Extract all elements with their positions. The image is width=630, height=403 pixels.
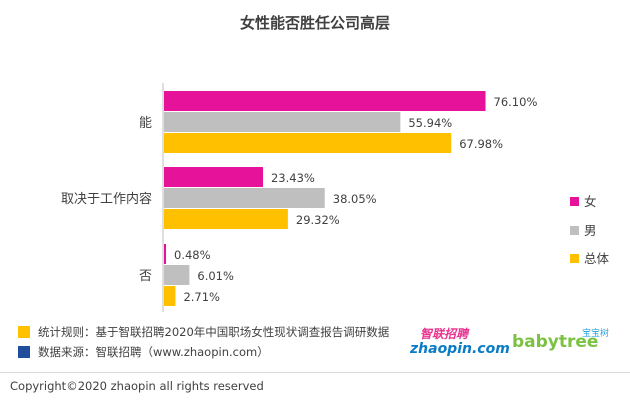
bar-1-2 [164,265,190,285]
legend-swatch [570,226,579,235]
bar-1-1 [164,188,325,208]
zhaopin-logo-en: zhaopin.com [410,341,510,357]
bar-2-2 [164,286,176,306]
data-label: 76.10% [494,95,538,109]
footer-rule-row: 统计规则：基于智联招聘2020年中国职场女性现状调查报告调研数据 [18,324,389,340]
zhaopin-logo-cn: 智联招聘 [420,327,469,341]
rule-color-square [18,326,30,338]
data-label: 29.32% [296,213,340,227]
babytree-logo-en: babytree [512,332,599,352]
legend-label: 女 [584,194,597,209]
footer-divider [0,372,630,373]
source-color-square [18,346,30,358]
data-label: 55.94% [408,116,452,130]
legend-label: 男 [584,223,597,238]
copyright-text: Copyright©2020 zhaopin all rights reserv… [10,379,264,393]
data-label: 67.98% [459,137,503,151]
bar-0-0 [164,91,486,111]
babytree-logo-cn: 宝宝树 [582,329,610,339]
babytree-logo: babytree 宝宝树 [512,329,609,352]
bar-0-2 [164,244,167,264]
data-label: 23.43% [271,171,315,185]
footer-rule-text: 统计规则：基于智联招聘2020年中国职场女性现状调查报告调研数据 [38,325,390,339]
data-label: 38.05% [333,192,377,206]
zhaopin-logo: 智联招聘 zhaopin.com [410,327,510,357]
footer-source-text: 数据来源：智联招聘（www.zhaopin.com） [38,345,269,359]
bar-2-1 [164,209,288,229]
chart-title: 女性能否胜任公司高层 [239,14,390,32]
bar-2-0 [164,133,452,153]
category-label: 能 [139,116,152,131]
bar-1-0 [164,112,401,132]
category-label: 取决于工作内容 [61,191,152,207]
legend-swatch [570,254,579,263]
footer-source-row: 数据来源：智联招聘（www.zhaopin.com） [18,344,269,360]
bar-0-1 [164,167,263,187]
legend-label: 总体 [584,251,610,266]
data-label: 2.71% [183,290,220,304]
data-label: 6.01% [197,269,234,283]
category-label: 否 [139,269,152,284]
data-label: 0.48% [174,248,211,262]
legend-swatch [570,197,579,206]
